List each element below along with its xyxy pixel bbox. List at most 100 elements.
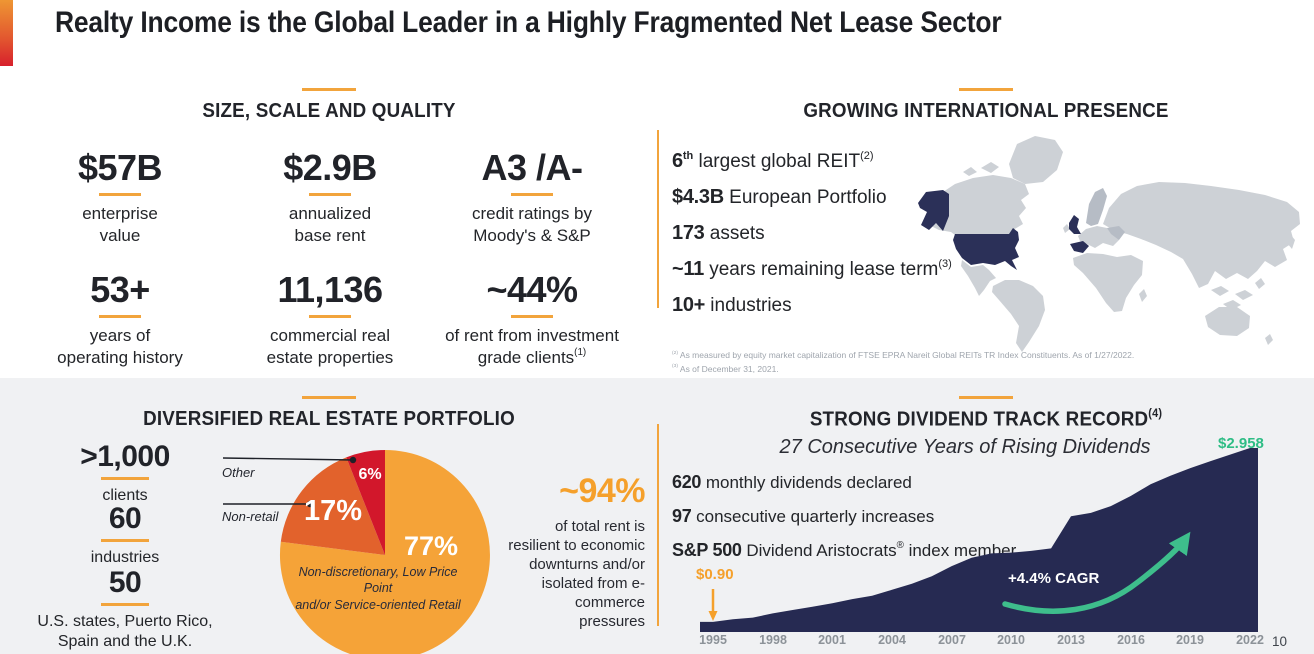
section-heading: SIZE, SCALE AND QUALITY	[202, 100, 456, 122]
fact-industries: 10+ industries	[672, 294, 792, 316]
stat-value: $2.9B	[283, 147, 377, 188]
bullet-monthly-dividends: 620 monthly dividends declared	[672, 472, 912, 492]
stat-label: of rent from investment grade clients(1)	[445, 326, 619, 367]
stat-value: 11,136	[277, 269, 383, 310]
first-dividend-pointer-arrowhead	[708, 611, 718, 621]
x-axis-tick: 1995	[699, 633, 727, 647]
stat-label: enterprise value	[82, 204, 158, 245]
dividend-area-chart	[700, 448, 1258, 632]
portfolio-header: DIVERSIFIED REAL ESTATE PORTFOLIO	[0, 396, 658, 431]
header-accent-line	[302, 396, 356, 399]
stat-underline	[511, 193, 553, 196]
section-heading: STRONG DIVIDEND TRACK RECORD(4)	[809, 406, 1163, 431]
world-map	[918, 136, 1300, 352]
map-continents	[931, 136, 1300, 352]
fact-european-portfolio: $4.3B European Portfolio	[672, 186, 887, 208]
stat-label: U.S. states, Puerto Rico, Spain and the …	[37, 613, 213, 650]
highlight-text: of total rent is resilient to economic d…	[508, 518, 645, 631]
stat-states: 50 U.S. states, Puerto Rico, Spain and t…	[15, 568, 235, 652]
x-axis-tick: 2013	[1057, 633, 1085, 647]
cagr-growth-arrow	[1002, 531, 1191, 614]
stat-industries: 60 industries	[15, 504, 235, 568]
fact-largest-global-reit: 6th largest global REIT(2)	[672, 149, 874, 172]
map-united-states	[953, 228, 1019, 270]
x-axis-tick: 2010	[997, 633, 1025, 647]
bottom-section-divider	[657, 424, 659, 626]
stat-value: ~44%	[486, 269, 578, 310]
x-axis-tick: 2007	[938, 633, 966, 647]
stat-label: years of operating history	[57, 326, 183, 367]
stat-operating-history: 53+ years of operating history	[10, 272, 230, 369]
stat-credit-ratings: A3 /A- credit ratings by Moody's & S&P	[422, 150, 642, 247]
portfolio-pie-chart: 77% 17% 6%	[222, 450, 490, 654]
map-spain	[1070, 241, 1089, 253]
pie-slice-caption: Non-discretionary, Low Price Point and/o…	[295, 565, 461, 612]
international-facts-list: 6th largest global REIT(2) $4.3B Europea…	[672, 150, 952, 330]
chart-x-axis: 1995 1998 2001 2004 2007 2010 2013 2016 2019 2022	[668, 633, 1268, 651]
header-accent-line	[302, 88, 356, 91]
map-highlighted-regions	[918, 190, 1089, 270]
stat-properties: 11,136 commercial real estate properties	[220, 272, 440, 369]
stat-label: industries	[90, 549, 160, 566]
stat-label: annualized base rent	[288, 204, 372, 245]
stat-value: A3 /A-	[481, 147, 583, 188]
pie-slice-17%	[280, 457, 385, 555]
brand-accent-bar	[0, 0, 13, 66]
x-axis-tick: 2004	[878, 633, 906, 647]
stat-value: 60	[108, 502, 142, 535]
map-united-kingdom	[1069, 215, 1081, 234]
stat-annualized-base-rent: $2.9B annualized base rent	[220, 150, 440, 247]
pie-slice-percentage: 6%	[358, 466, 381, 483]
highlight-value: ~94%	[559, 472, 645, 510]
pie-callout-line	[222, 457, 354, 461]
map-secondary-regions	[1086, 188, 1125, 240]
stat-value: $57B	[77, 147, 163, 188]
x-axis-tick: 1998	[759, 633, 787, 647]
dividend-track-record-header: STRONG DIVIDEND TRACK RECORD(4)	[658, 396, 1314, 432]
stat-underline	[309, 193, 351, 196]
fact-assets: 173 assets	[672, 222, 765, 244]
pie-slice-percentage: 17%	[304, 495, 362, 527]
stat-enterprise-value: $57B enterprise value	[10, 150, 230, 247]
stat-value: 50	[108, 566, 142, 599]
stat-label: credit ratings by Moody's & S&P	[472, 204, 592, 245]
stat-value: 53+	[90, 269, 150, 310]
map-alaska	[918, 190, 949, 231]
header-accent-line	[959, 396, 1013, 399]
pie-callout-non-retail: Non-retail	[222, 509, 279, 524]
header-accent-line	[959, 88, 1013, 91]
x-axis-tick: 2001	[818, 633, 846, 647]
footnotes: (2) As measured by equity market capital…	[672, 349, 1252, 376]
last-dividend-label: $2.958	[1218, 435, 1264, 452]
pie-callout-dot	[349, 456, 357, 464]
size-scale-quality-header: SIZE, SCALE AND QUALITY	[0, 88, 658, 123]
footnote-2: (2) As measured by equity market capital…	[672, 350, 1135, 360]
international-presence-header: GROWING INTERNATIONAL PRESENCE	[658, 88, 1314, 123]
pie-slice-6%	[346, 450, 385, 555]
section-heading: GROWING INTERNATIONAL PRESENCE	[803, 100, 1169, 122]
page-number: 10	[1272, 634, 1288, 649]
top-section-divider	[657, 130, 659, 308]
cagr-annotation: +4.4% CAGR	[1008, 570, 1100, 587]
slide-title: Realty Income is the Global Leader in a …	[55, 6, 1002, 39]
stat-investment-grade-rent: ~44% of rent from investment grade clien…	[422, 272, 642, 369]
stat-value: >1,000	[80, 440, 170, 473]
pie-slice-percentage: 77%	[404, 531, 458, 561]
dividend-area-series	[700, 448, 1258, 632]
stat-label: commercial real estate properties	[266, 326, 394, 367]
chart-annotations	[708, 531, 1191, 621]
x-axis-tick: 2019	[1176, 633, 1204, 647]
stat-underline	[101, 539, 149, 542]
footnote-3: (3) As of December 31, 2021.	[672, 363, 779, 374]
stat-underline	[99, 193, 141, 196]
rent-resilience-highlight: ~94% of total rent is resilient to econo…	[505, 472, 645, 631]
section-heading: DIVERSIFIED REAL ESTATE PORTFOLIO	[143, 408, 515, 430]
pie-callout-dot	[306, 500, 314, 508]
dividend-subtitle: 27 Consecutive Years of Rising Dividends	[779, 436, 1151, 458]
stat-underline	[101, 603, 149, 606]
pie-slice-77%	[280, 450, 490, 654]
x-axis-tick: 2016	[1117, 633, 1145, 647]
stat-underline	[101, 477, 149, 480]
first-dividend-label: $0.90	[696, 566, 734, 583]
